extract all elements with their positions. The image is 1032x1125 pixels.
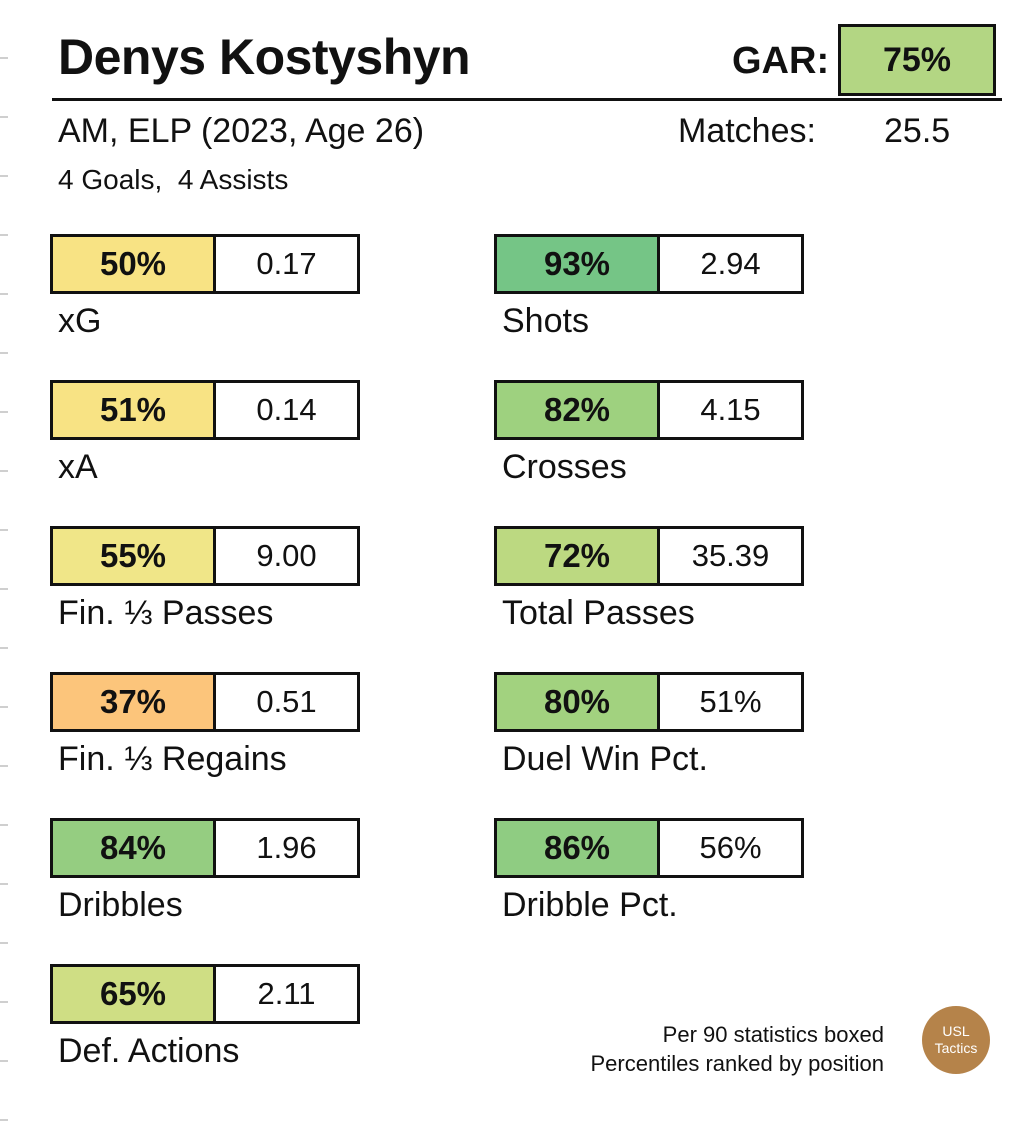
stat-card-dribble-pct: 86% 56% Dribble Pct. — [494, 818, 804, 925]
stat-value: 56% — [660, 821, 801, 875]
stat-percentile: 65% — [53, 967, 216, 1021]
matches-value: 25.5 — [884, 112, 951, 150]
stat-percentile: 72% — [497, 529, 660, 583]
stat-boxes: 93% 2.94 — [494, 234, 804, 294]
stat-label: xG — [58, 302, 102, 340]
matches-label: Matches: — [678, 112, 816, 150]
stat-label: Duel Win Pct. — [502, 740, 708, 778]
stat-value: 4.15 — [660, 383, 801, 437]
logo-text-line1: USL — [942, 1023, 970, 1039]
goals-assists: 4 Goals, 4 Assists — [58, 164, 289, 195]
stat-boxes: 84% 1.96 — [50, 818, 360, 878]
stat-boxes: 72% 35.39 — [494, 526, 804, 586]
stat-boxes: 65% 2.11 — [50, 964, 360, 1024]
stat-card-def-actions: 65% 2.11 Def. Actions — [50, 964, 360, 1071]
stat-label: Total Passes — [502, 594, 695, 632]
stat-value: 51% — [660, 675, 801, 729]
stat-label: xA — [58, 448, 98, 486]
stat-label: Shots — [502, 302, 589, 340]
stat-label: Crosses — [502, 448, 627, 486]
stat-value: 2.11 — [216, 967, 357, 1021]
logo-text-line2: Tactics — [934, 1040, 978, 1056]
stat-card-crosses: 82% 4.15 Crosses — [494, 380, 804, 487]
stat-card-dribbles: 84% 1.96 Dribbles — [50, 818, 360, 925]
stat-label: Dribbles — [58, 886, 183, 924]
stat-boxes: 86% 56% — [494, 818, 804, 878]
stat-value: 0.17 — [216, 237, 357, 291]
stat-card-xa: 51% 0.14 xA — [50, 380, 360, 487]
stat-card-duel-win-pct: 80% 51% Duel Win Pct. — [494, 672, 804, 779]
stat-label: Fin. ⅓ Regains — [58, 740, 287, 778]
player-name: Denys Kostyshyn — [58, 29, 471, 85]
stat-boxes: 80% 51% — [494, 672, 804, 732]
gar-value-box: 75% — [838, 24, 996, 96]
stat-boxes: 50% 0.17 — [50, 234, 360, 294]
stat-percentile: 80% — [497, 675, 660, 729]
stat-boxes: 55% 9.00 — [50, 526, 360, 586]
stat-card-final-third-passes: 55% 9.00 Fin. ⅓ Passes — [50, 526, 360, 633]
stat-label: Dribble Pct. — [502, 886, 678, 924]
stat-value: 0.51 — [216, 675, 357, 729]
stat-percentile: 37% — [53, 675, 216, 729]
footer-note-per90: Per 90 statistics boxed — [662, 1022, 884, 1047]
stat-value: 9.00 — [216, 529, 357, 583]
footer-note-percentiles: Percentiles ranked by position — [590, 1051, 885, 1076]
stat-percentile: 86% — [497, 821, 660, 875]
stat-percentile: 55% — [53, 529, 216, 583]
gar-label: GAR: — [732, 40, 830, 82]
stat-percentile: 50% — [53, 237, 216, 291]
stat-boxes: 51% 0.14 — [50, 380, 360, 440]
header-divider — [52, 98, 1002, 101]
stat-percentile: 82% — [497, 383, 660, 437]
stat-value: 0.14 — [216, 383, 357, 437]
stat-card-total-passes: 72% 35.39 Total Passes — [494, 526, 804, 633]
stat-card-xg: 50% 0.17 xG — [50, 234, 360, 341]
stat-card-shots: 93% 2.94 Shots — [494, 234, 804, 341]
stat-boxes: 37% 0.51 — [50, 672, 360, 732]
stat-boxes: 82% 4.15 — [494, 380, 804, 440]
usl-tactics-logo: USL Tactics — [922, 1006, 990, 1074]
stat-percentile: 93% — [497, 237, 660, 291]
player-subtitle: AM, ELP (2023, Age 26) — [58, 112, 425, 150]
stat-value: 2.94 — [660, 237, 801, 291]
stat-label: Def. Actions — [58, 1032, 240, 1070]
stat-label: Fin. ⅓ Passes — [58, 594, 274, 632]
stat-percentile: 51% — [53, 383, 216, 437]
stat-card-final-third-regains: 37% 0.51 Fin. ⅓ Regains — [50, 672, 360, 779]
stat-value: 35.39 — [660, 529, 801, 583]
page-edge-ticks — [0, 0, 8, 1125]
stat-value: 1.96 — [216, 821, 357, 875]
stat-percentile: 84% — [53, 821, 216, 875]
